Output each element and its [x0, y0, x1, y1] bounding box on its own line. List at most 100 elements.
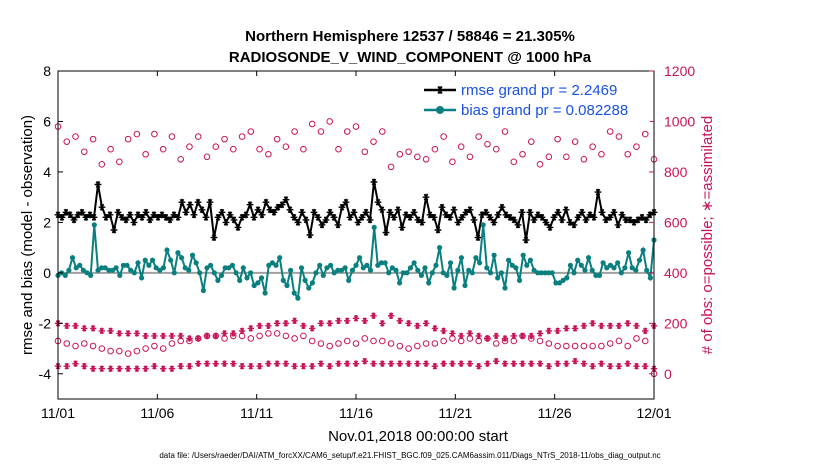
obs-possible-point: [580, 156, 588, 163]
rmse-point: [582, 216, 590, 224]
rmse-point: [70, 216, 78, 224]
obs-assimilated-point: [589, 320, 596, 327]
bias-point: [258, 275, 265, 281]
obs-assimilated-point: [554, 327, 561, 335]
y-left-tick-label: 2: [43, 214, 51, 230]
bias-point: [131, 270, 137, 276]
obs-assimilated-point: [545, 327, 552, 335]
bias-point: [447, 260, 454, 266]
rmse-point: [242, 211, 250, 219]
bias-point: [284, 282, 290, 289]
obs-possible-point: [265, 150, 272, 158]
obs-possible-point: [142, 150, 149, 158]
bias-point: [146, 262, 152, 268]
obs-possible-point: [431, 340, 439, 347]
bias-point: [527, 257, 534, 263]
bias-point: [160, 265, 166, 271]
bias-point: [567, 262, 574, 268]
obs-possible-point: [326, 118, 334, 125]
obs-assimilated-point: [72, 360, 79, 367]
obs-assimilated-point: [484, 335, 491, 342]
obs-possible-point: [89, 135, 97, 143]
y-right-tick-label: 800: [664, 164, 688, 180]
bias-point: [491, 252, 497, 258]
bias-point: [404, 270, 410, 276]
bias-point: [513, 265, 519, 271]
obs-possible-point: [308, 120, 316, 128]
rmse-point: [178, 198, 186, 206]
bias-point: [495, 275, 501, 281]
rmse-point: [58, 213, 66, 221]
bias-point: [179, 255, 185, 261]
bias-point: [139, 275, 145, 281]
obs-assimilated-point: [142, 365, 149, 372]
rmse-point: [526, 208, 534, 216]
obs-possible-point: [624, 150, 632, 158]
obs-assimilated-point: [300, 363, 307, 370]
rmse-point: [162, 213, 170, 221]
rmse-point: [394, 206, 402, 214]
obs-assimilated-point: [63, 363, 70, 370]
obs-possible-point: [387, 340, 395, 347]
rmse-point: [410, 208, 418, 216]
rmse-point: [158, 211, 166, 219]
rmse-point: [450, 206, 458, 214]
obs-assimilated-point: [449, 360, 456, 367]
obs-assimilated-point: [344, 360, 351, 367]
obs-possible-point: [142, 345, 149, 352]
rmse-point: [518, 208, 526, 216]
bias-point: [506, 257, 512, 263]
obs-possible-point: [124, 135, 132, 143]
rmse-point: [306, 231, 314, 239]
obs-assimilated-point: [81, 363, 88, 370]
obs-assimilated-point: [422, 360, 430, 367]
obs-assimilated-point: [510, 332, 517, 340]
obs-possible-point: [80, 148, 88, 156]
rmse-point: [174, 213, 182, 221]
obs-possible-point: [641, 337, 649, 345]
obs-assimilated-point: [633, 363, 640, 370]
obs-assimilated-point: [484, 360, 491, 367]
x-tick-label: 11/01: [41, 405, 75, 421]
obs-assimilated-point: [212, 332, 219, 340]
bias-point: [462, 282, 468, 289]
rmse-point: [206, 198, 214, 206]
rmse-point: [250, 213, 258, 221]
rmse-point: [302, 216, 310, 224]
rmse-point: [522, 236, 530, 244]
bias-point: [248, 270, 254, 276]
obs-assimilated-point: [203, 360, 211, 367]
obs-assimilated-point: [528, 360, 535, 367]
obs-possible-point: [536, 161, 544, 168]
obs-assimilated-point: [282, 360, 290, 367]
rmse-point: [502, 211, 510, 219]
obs-possible-point: [326, 342, 334, 350]
obs-assimilated-point: [615, 363, 623, 370]
obs-possible-point: [361, 335, 369, 342]
bias-point: [171, 270, 177, 276]
obs-assimilated-point: [273, 360, 281, 367]
obs-possible-point: [501, 128, 509, 135]
bias-point: [124, 262, 130, 268]
rmse-point: [274, 203, 282, 211]
obs-assimilated-point: [230, 360, 237, 367]
bias-point: [320, 272, 326, 278]
obs-assimilated-point: [186, 363, 193, 370]
obs-possible-point: [598, 342, 605, 350]
rmse-point: [606, 213, 614, 221]
rmse-point: [370, 178, 378, 186]
rmse-point: [166, 216, 174, 224]
bias-point: [237, 277, 243, 283]
bias-point: [244, 275, 250, 281]
rmse-point: [270, 208, 278, 216]
rmse-point: [614, 221, 622, 229]
obs-assimilated-point: [431, 363, 439, 370]
obs-assimilated-point: [387, 312, 395, 319]
obs-assimilated-point: [563, 325, 570, 332]
rmse-point: [62, 208, 70, 216]
obs-possible-point: [168, 340, 176, 347]
obs-assimilated-point: [195, 335, 202, 342]
bias-point: [80, 267, 86, 273]
rmse-point: [418, 218, 426, 226]
bias-point: [262, 290, 268, 296]
